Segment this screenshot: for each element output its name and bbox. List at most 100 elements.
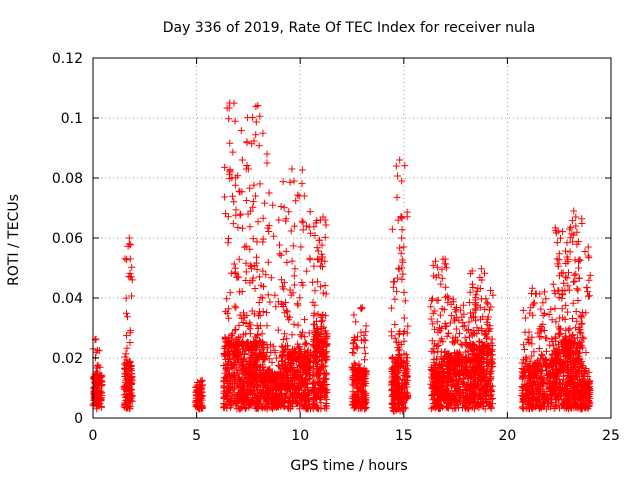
data-point <box>445 294 453 302</box>
data-point <box>281 330 289 338</box>
data-point <box>221 193 229 201</box>
data-point <box>275 216 283 224</box>
data-point <box>572 222 580 230</box>
data-point <box>126 365 133 373</box>
y-tick-label: 0.12 <box>52 51 83 67</box>
data-point <box>535 333 543 341</box>
data-point <box>93 401 100 408</box>
data-point <box>295 349 303 357</box>
data-point <box>223 404 231 412</box>
data-point <box>252 118 260 126</box>
data-point <box>263 159 271 167</box>
data-point <box>305 329 313 337</box>
data-point <box>293 399 300 407</box>
data-point <box>233 347 241 355</box>
data-point <box>585 276 593 284</box>
data-point <box>283 258 291 266</box>
data-point <box>280 285 288 293</box>
data-point <box>303 396 311 404</box>
data-point <box>258 404 266 412</box>
data-point <box>246 279 254 287</box>
data-point <box>223 360 231 368</box>
data-points <box>89 99 594 416</box>
data-point <box>293 300 301 308</box>
data-point <box>293 356 300 364</box>
data-point <box>306 256 314 264</box>
data-point <box>220 362 228 369</box>
data-point <box>299 328 306 336</box>
data-point <box>252 399 260 407</box>
data-point <box>242 242 250 250</box>
data-point <box>230 358 238 366</box>
data-point <box>245 401 253 409</box>
data-point <box>394 172 401 180</box>
data-point <box>290 272 298 280</box>
data-point <box>259 294 267 302</box>
data-point <box>253 387 261 395</box>
data-point <box>259 214 267 222</box>
data-point <box>225 115 233 123</box>
data-point <box>225 314 233 322</box>
data-point <box>321 282 329 289</box>
data-point <box>277 251 285 259</box>
data-point <box>398 234 406 242</box>
data-point <box>582 349 590 356</box>
data-point <box>483 299 491 307</box>
data-point <box>240 355 248 363</box>
data-point <box>361 349 369 357</box>
data-point <box>98 389 106 397</box>
data-point <box>360 344 368 352</box>
data-point <box>301 339 309 347</box>
data-point <box>565 286 573 294</box>
data-point <box>400 243 408 251</box>
data-point <box>396 244 404 252</box>
data-point <box>128 292 135 300</box>
data-point <box>124 313 131 321</box>
data-point <box>302 405 310 413</box>
data-point <box>280 402 288 410</box>
data-point <box>126 255 134 263</box>
data-point <box>396 156 404 164</box>
data-point <box>300 192 308 200</box>
data-point <box>551 304 559 312</box>
data-point <box>222 387 230 395</box>
data-point <box>291 386 299 394</box>
data-point <box>572 308 580 315</box>
data-point <box>236 333 244 341</box>
data-point <box>302 383 310 391</box>
data-point <box>220 403 228 411</box>
data-point <box>301 341 309 349</box>
data-point <box>92 335 100 343</box>
data-point <box>267 274 275 282</box>
data-point <box>264 258 272 266</box>
data-point <box>282 247 290 255</box>
data-point <box>357 305 365 313</box>
data-point <box>123 356 131 364</box>
data-point <box>570 278 577 286</box>
data-point <box>555 287 563 295</box>
data-point <box>269 342 277 350</box>
data-point <box>234 224 242 231</box>
data-point <box>125 397 133 405</box>
data-point <box>240 401 248 408</box>
data-point <box>298 380 306 388</box>
data-point <box>92 387 100 395</box>
data-point <box>557 234 564 242</box>
data-point <box>94 392 102 400</box>
data-point <box>584 292 592 300</box>
data-point <box>436 324 443 332</box>
data-point <box>96 374 104 381</box>
data-point <box>540 327 548 334</box>
data-point <box>289 352 297 360</box>
data-point <box>278 373 286 381</box>
data-point <box>262 271 270 279</box>
data-point <box>126 339 134 346</box>
data-point <box>298 217 306 225</box>
data-point <box>318 312 326 319</box>
data-point <box>352 318 360 326</box>
data-point <box>243 386 251 393</box>
data-point <box>245 347 253 355</box>
data-point <box>282 366 290 374</box>
data-point <box>245 374 253 382</box>
data-point <box>93 362 101 370</box>
